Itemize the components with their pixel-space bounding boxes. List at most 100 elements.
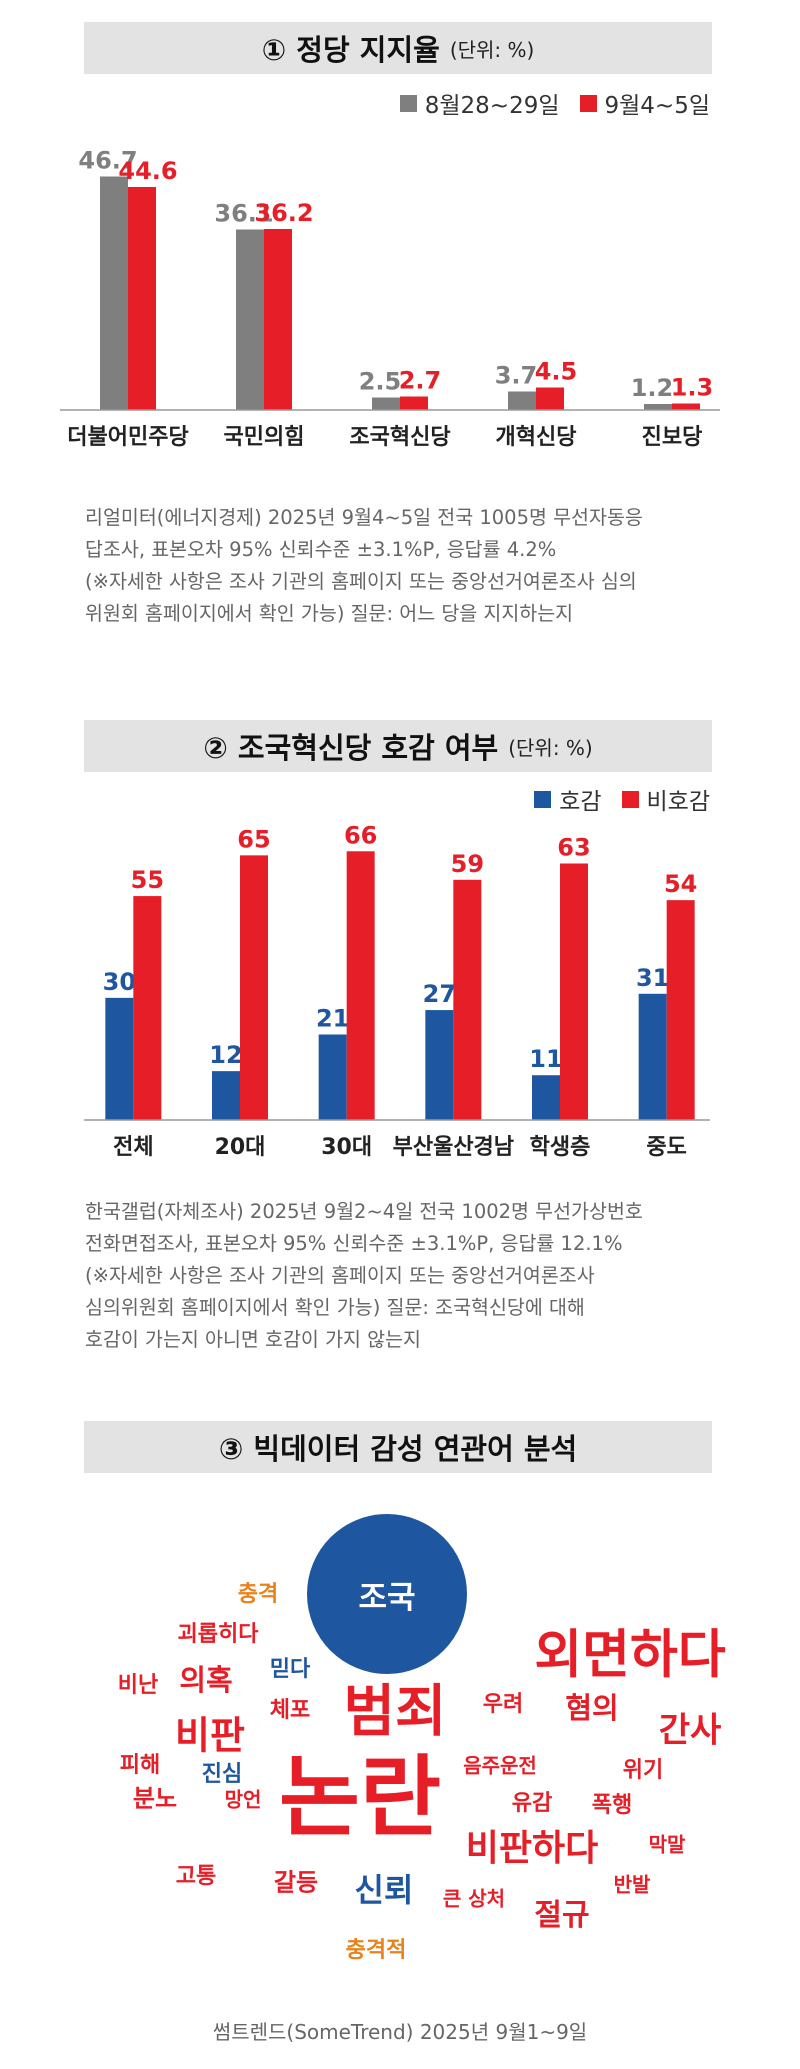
- cloud-word: 진심: [201, 1762, 243, 1787]
- data-label: 2.5: [359, 368, 402, 396]
- legend-label-favorable: 호감: [559, 789, 602, 815]
- section1-header: ① 정당 지지율 (단위: %): [84, 22, 712, 74]
- favorability-chart: 30 55 전체 12 65 20대 21 66 30대 27 59 부산울산경남 11 63 학생층 31 5…: [84, 821, 710, 1160]
- bar-b: [133, 896, 162, 1120]
- cloud-word: 혐의: [565, 1691, 619, 1725]
- legend-item-sep: 9월4~5일: [579, 86, 711, 120]
- data-label: 31: [636, 964, 669, 992]
- cloud-word: 비판: [175, 1713, 245, 1758]
- cloud-word: 신뢰: [354, 1871, 414, 1909]
- data-label: 55: [131, 866, 164, 894]
- bar-b: [453, 879, 482, 1120]
- category-label: 더불어민주당: [67, 425, 188, 450]
- category-label: 학생층: [530, 1135, 591, 1160]
- data-label: 30: [103, 968, 136, 996]
- note-line: 심의위원회 홈페이지에서 확인 가능) 질문: 조국혁신당에 대해: [85, 1296, 585, 1319]
- data-label: 59: [451, 850, 484, 878]
- note-line: (※자세한 사항은 조사 기관의 홈페이지 또는 중앙선거여론조사 심의: [85, 570, 637, 593]
- legend-label-sep: 9월4~5일: [604, 93, 711, 119]
- bar-b: [240, 855, 268, 1120]
- note-line: 호감이 가는지 아니면 호감이 가지 않는지: [85, 1328, 421, 1351]
- category-label: 20대: [215, 1135, 266, 1160]
- cloud-word: 범죄: [343, 1679, 447, 1745]
- data-label: 1.3: [671, 374, 714, 402]
- data-label: 66: [344, 821, 377, 849]
- legend-swatch-gray: [399, 94, 417, 112]
- cloud-word: 절규: [534, 1898, 590, 1933]
- category-label: 30대: [321, 1135, 372, 1160]
- center-keyword-circle: 조국: [307, 1514, 467, 1674]
- section2-note: 한국갤럽(자체조사) 2025년 9월2~4일 전국 1002명 무선가상번호 …: [85, 1196, 725, 1356]
- category-label: 전체: [113, 1135, 153, 1160]
- section1-note: 리얼미터(에너지경제) 2025년 9월4~5일 전국 1005명 무선자동응 …: [85, 502, 725, 630]
- section2-title: ② 조국혁신당 호감 여부: [203, 731, 499, 765]
- category-label: 국민의힘: [224, 425, 305, 450]
- data-label: 1.2: [631, 374, 674, 402]
- category-label: 부산울산경남: [393, 1135, 514, 1160]
- section1-unit: (단위: %): [449, 37, 535, 62]
- party-support-chart: 46.744.6 더불어민주당 36.136.2 국민의힘 2.52.7 조국혁신당 3.7…: [60, 147, 720, 450]
- cloud-word: 유감: [511, 1791, 553, 1816]
- category-label: 조국혁신당: [349, 424, 450, 450]
- cloud-word: 음주운전: [463, 1753, 537, 1778]
- bar-a: [532, 1075, 560, 1120]
- data-label: 36.2: [254, 199, 313, 227]
- bar-b: [264, 229, 292, 410]
- cloud-word: 피해: [119, 1753, 161, 1778]
- legend-label-aug: 8월28~29일: [424, 93, 560, 119]
- data-label: 21: [316, 1005, 349, 1033]
- section2-legend: 호감 비호감: [514, 782, 710, 816]
- cloud-word: 믿다: [269, 1657, 311, 1682]
- bar-a: [105, 997, 134, 1120]
- bar-b: [346, 851, 375, 1120]
- legend-swatch-blue: [534, 790, 552, 808]
- section1-title: ① 정당 지지율: [261, 33, 440, 67]
- cloud-word: 의혹: [179, 1663, 233, 1697]
- bar-b: [560, 863, 588, 1120]
- data-label: 65: [237, 825, 270, 853]
- cloud-word: 비판하다: [465, 1828, 599, 1869]
- bar-a: [212, 1071, 240, 1120]
- section2-header: ② 조국혁신당 호감 여부 (단위: %): [84, 720, 712, 772]
- data-label: 2.7: [399, 367, 442, 395]
- bar-b: [672, 403, 700, 410]
- bar-b: [128, 187, 156, 410]
- legend-swatch-red: [621, 790, 639, 808]
- bar-a: [508, 391, 536, 410]
- data-label: 4.5: [535, 358, 578, 386]
- cloud-word: 괴롭히다: [177, 1622, 259, 1647]
- note-line: 위원회 홈페이지에서 확인 가능) 질문: 어느 당을 지지하는지: [85, 602, 574, 625]
- category-label: 중도: [646, 1135, 686, 1160]
- section3-header: ③ 빅데이터 감성 연관어 분석: [84, 1421, 712, 1473]
- category-label: 개혁신당: [496, 424, 577, 450]
- cloud-word: 고통: [175, 1864, 217, 1889]
- bar-b: [666, 900, 695, 1120]
- data-label: 63: [557, 834, 590, 862]
- cloud-word: 충격: [237, 1582, 279, 1607]
- bar-a: [236, 229, 264, 410]
- bar-a: [425, 1010, 454, 1120]
- section1-legend: 8월28~29일 9월4~5일: [380, 86, 710, 120]
- legend-swatch-red: [579, 94, 597, 112]
- data-label: 27: [423, 980, 456, 1008]
- note-line: 전화면접조사, 표본오차 95% 신뢰수준 ±3.1%P, 응답률 12.1%: [85, 1232, 623, 1255]
- cloud-word: 우려: [482, 1692, 524, 1717]
- cloud-word: 논란: [279, 1745, 441, 1849]
- legend-item-aug: 8월28~29일: [399, 86, 560, 120]
- legend-label-unfavorable: 비호감: [646, 789, 710, 815]
- bar-b: [536, 387, 564, 410]
- section3-title: ③ 빅데이터 감성 연관어 분석: [218, 1432, 578, 1466]
- data-label: 11: [529, 1045, 562, 1073]
- data-label: 3.7: [495, 362, 538, 390]
- section2-unit: (단위: %): [508, 735, 593, 760]
- cloud-word: 충격적: [345, 1938, 407, 1963]
- cloud-word: 간사: [658, 1710, 722, 1751]
- data-label: 46.7: [78, 147, 137, 175]
- source-credit: 썸트렌드(SomeTrend) 2025년 9월1~9일: [212, 2020, 588, 2044]
- cloud-word: 외면하다: [534, 1625, 726, 1686]
- category-label: 진보당: [642, 425, 703, 450]
- bar-a: [638, 993, 667, 1120]
- note-line: 한국갤럽(자체조사) 2025년 9월2~4일 전국 1002명 무선가상번호: [85, 1200, 643, 1223]
- legend-item-favorable: 호감: [534, 782, 602, 816]
- cloud-word: 위기: [622, 1758, 664, 1783]
